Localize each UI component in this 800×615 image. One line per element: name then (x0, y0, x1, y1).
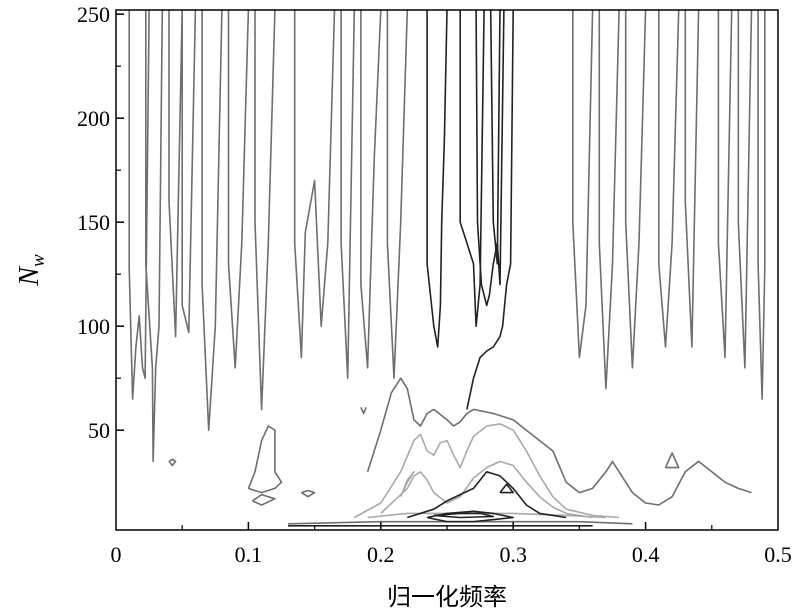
x-tick-label: 0.5 (764, 542, 792, 567)
y-axis-label-subscript: w (28, 254, 49, 267)
contour-level-3-path-7 (499, 483, 515, 494)
contour-level-3-path-8 (426, 510, 515, 523)
contour-level-3-path-6 (407, 470, 567, 519)
contour-level-1-path-11 (386, 9, 409, 380)
contour-level-1-path-18 (737, 9, 753, 369)
contour-level-2-path-3 (399, 470, 415, 498)
y-tick-label: 100 (77, 314, 110, 339)
contour-lines (128, 9, 766, 527)
contour-level-1-path-26 (664, 452, 680, 469)
x-tick-label: 0 (111, 542, 122, 567)
axis-ticks: 0 0.1 0.2 0.3 0.4 0.5 50 100 150 200 250 (77, 2, 792, 567)
contour-level-1-path-23 (300, 489, 316, 498)
contour-level-1-path-2 (145, 9, 164, 463)
contour-level-1-path-5 (201, 9, 223, 432)
contour-level-3-path-4 (489, 9, 501, 265)
contour-level-1-path-13 (598, 9, 620, 390)
contour-level-2-path-1 (353, 423, 620, 519)
contour-level-1-path-16 (684, 9, 700, 348)
contour-level-1-path-21 (247, 425, 283, 494)
contour-level-3-path-9 (433, 512, 495, 519)
contour-level-3-path-1 (426, 9, 448, 348)
y-tick-label: 200 (77, 106, 110, 131)
y-tick-label: 50 (88, 418, 110, 443)
plot-frame (115, 9, 779, 531)
contour-level-1-path-9 (340, 9, 356, 380)
y-tick-label: 150 (77, 210, 110, 235)
y-tick-label: 250 (77, 2, 110, 27)
contour-level-1-path-25 (366, 377, 752, 506)
contour-level-1-path-7 (254, 9, 276, 411)
contour-level-1-path-17 (717, 9, 733, 359)
y-axis-label: Nw (14, 254, 49, 287)
contour-level-1-path-15 (657, 9, 680, 348)
contour-level-1-path-24 (360, 406, 367, 415)
contour-level-1-path-8 (293, 9, 336, 359)
x-tick-label: 0.1 (235, 542, 263, 567)
contour-level-3-path-3 (475, 9, 505, 307)
contour-level-1-path-19 (757, 10, 766, 400)
y-axis-label-main: N (14, 266, 45, 287)
contour-level-1-path-10 (360, 9, 382, 369)
x-tick-label: 0.2 (367, 542, 395, 567)
contour-level-1-path-14 (624, 9, 647, 369)
contour-level-1-path-1 (128, 9, 150, 400)
contour-level-1-path-20 (168, 458, 177, 467)
contour-level-2-path-2 (380, 460, 593, 519)
contour-level-1-path-4 (181, 9, 197, 334)
x-tick-label: 0.4 (632, 542, 660, 567)
contour-level-1-path-3 (168, 9, 183, 338)
contour-level-3-path-5 (466, 9, 514, 410)
contour-level-1-path-6 (227, 9, 250, 369)
x-tick-label: 0.3 (499, 542, 527, 567)
contour-level-3-path-2 (459, 9, 485, 328)
contour-level-1-path-22 (251, 493, 276, 506)
x-axis-label: 归一化频率 (387, 583, 507, 611)
contour-level-1-path-12 (571, 9, 594, 359)
